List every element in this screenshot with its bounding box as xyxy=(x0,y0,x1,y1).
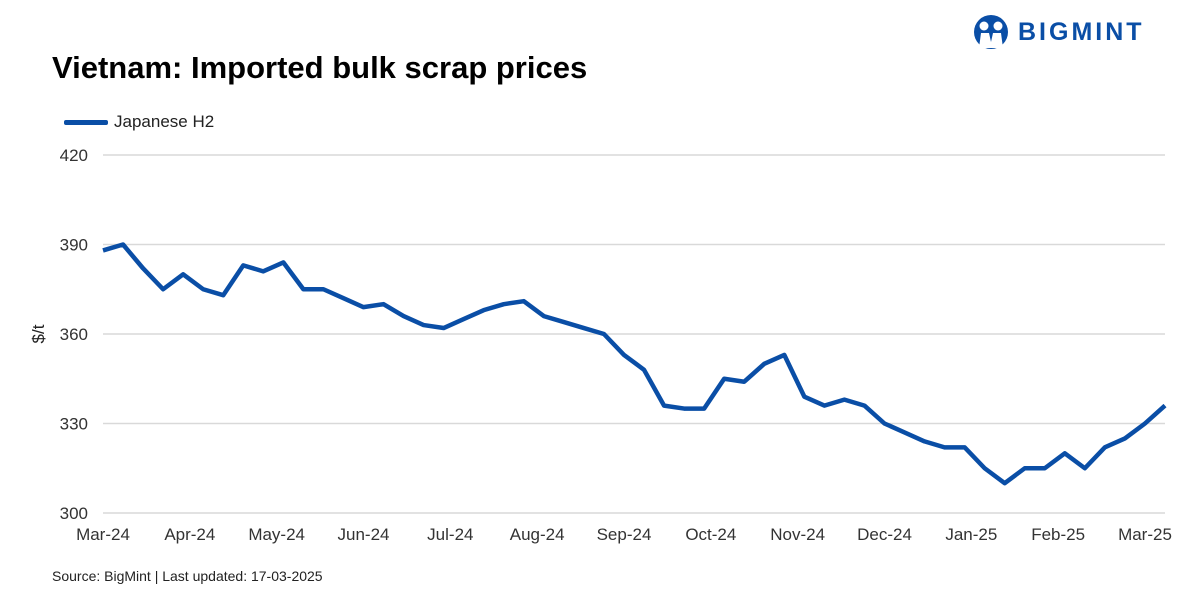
x-tick-label: Jun-24 xyxy=(338,525,390,544)
x-tick-label: Feb-25 xyxy=(1031,525,1085,544)
source-note: Source: BigMint | Last updated: 17-03-20… xyxy=(52,568,323,584)
x-tick-label: Jul-24 xyxy=(427,525,473,544)
series-line-japanese-h2 xyxy=(102,242,1167,486)
x-tick-label: Mar-25 xyxy=(1118,525,1172,544)
x-tick-label: May-24 xyxy=(248,525,305,544)
bigmint-logo: BIGMINT xyxy=(972,14,1145,50)
x-tick-label: Apr-24 xyxy=(164,525,215,544)
logo-text: BIGMINT xyxy=(1018,17,1145,46)
x-tick-label: Oct-24 xyxy=(685,525,736,544)
y-tick-label: 390 xyxy=(60,236,88,255)
logo-people-icon xyxy=(974,15,1008,49)
legend-label: Japanese H2 xyxy=(114,112,215,131)
x-tick-label: Mar-24 xyxy=(76,525,130,544)
x-tick-label: Aug-24 xyxy=(510,525,565,544)
x-tick-label: Nov-24 xyxy=(770,525,825,544)
y-tick-label: 330 xyxy=(60,415,88,434)
y-tick-label: 420 xyxy=(60,146,88,165)
y-tick-label: 360 xyxy=(60,325,88,344)
y-axis-label: $/t xyxy=(29,324,48,343)
x-tick-label: Jan-25 xyxy=(945,525,997,544)
legend-swatch xyxy=(64,119,108,125)
chart-title: Vietnam: Imported bulk scrap prices xyxy=(52,50,588,85)
x-tick-label: Dec-24 xyxy=(857,525,912,544)
x-tick-label: Sep-24 xyxy=(597,525,652,544)
legend: Japanese H2 xyxy=(64,112,214,132)
y-tick-label: 300 xyxy=(60,504,88,523)
